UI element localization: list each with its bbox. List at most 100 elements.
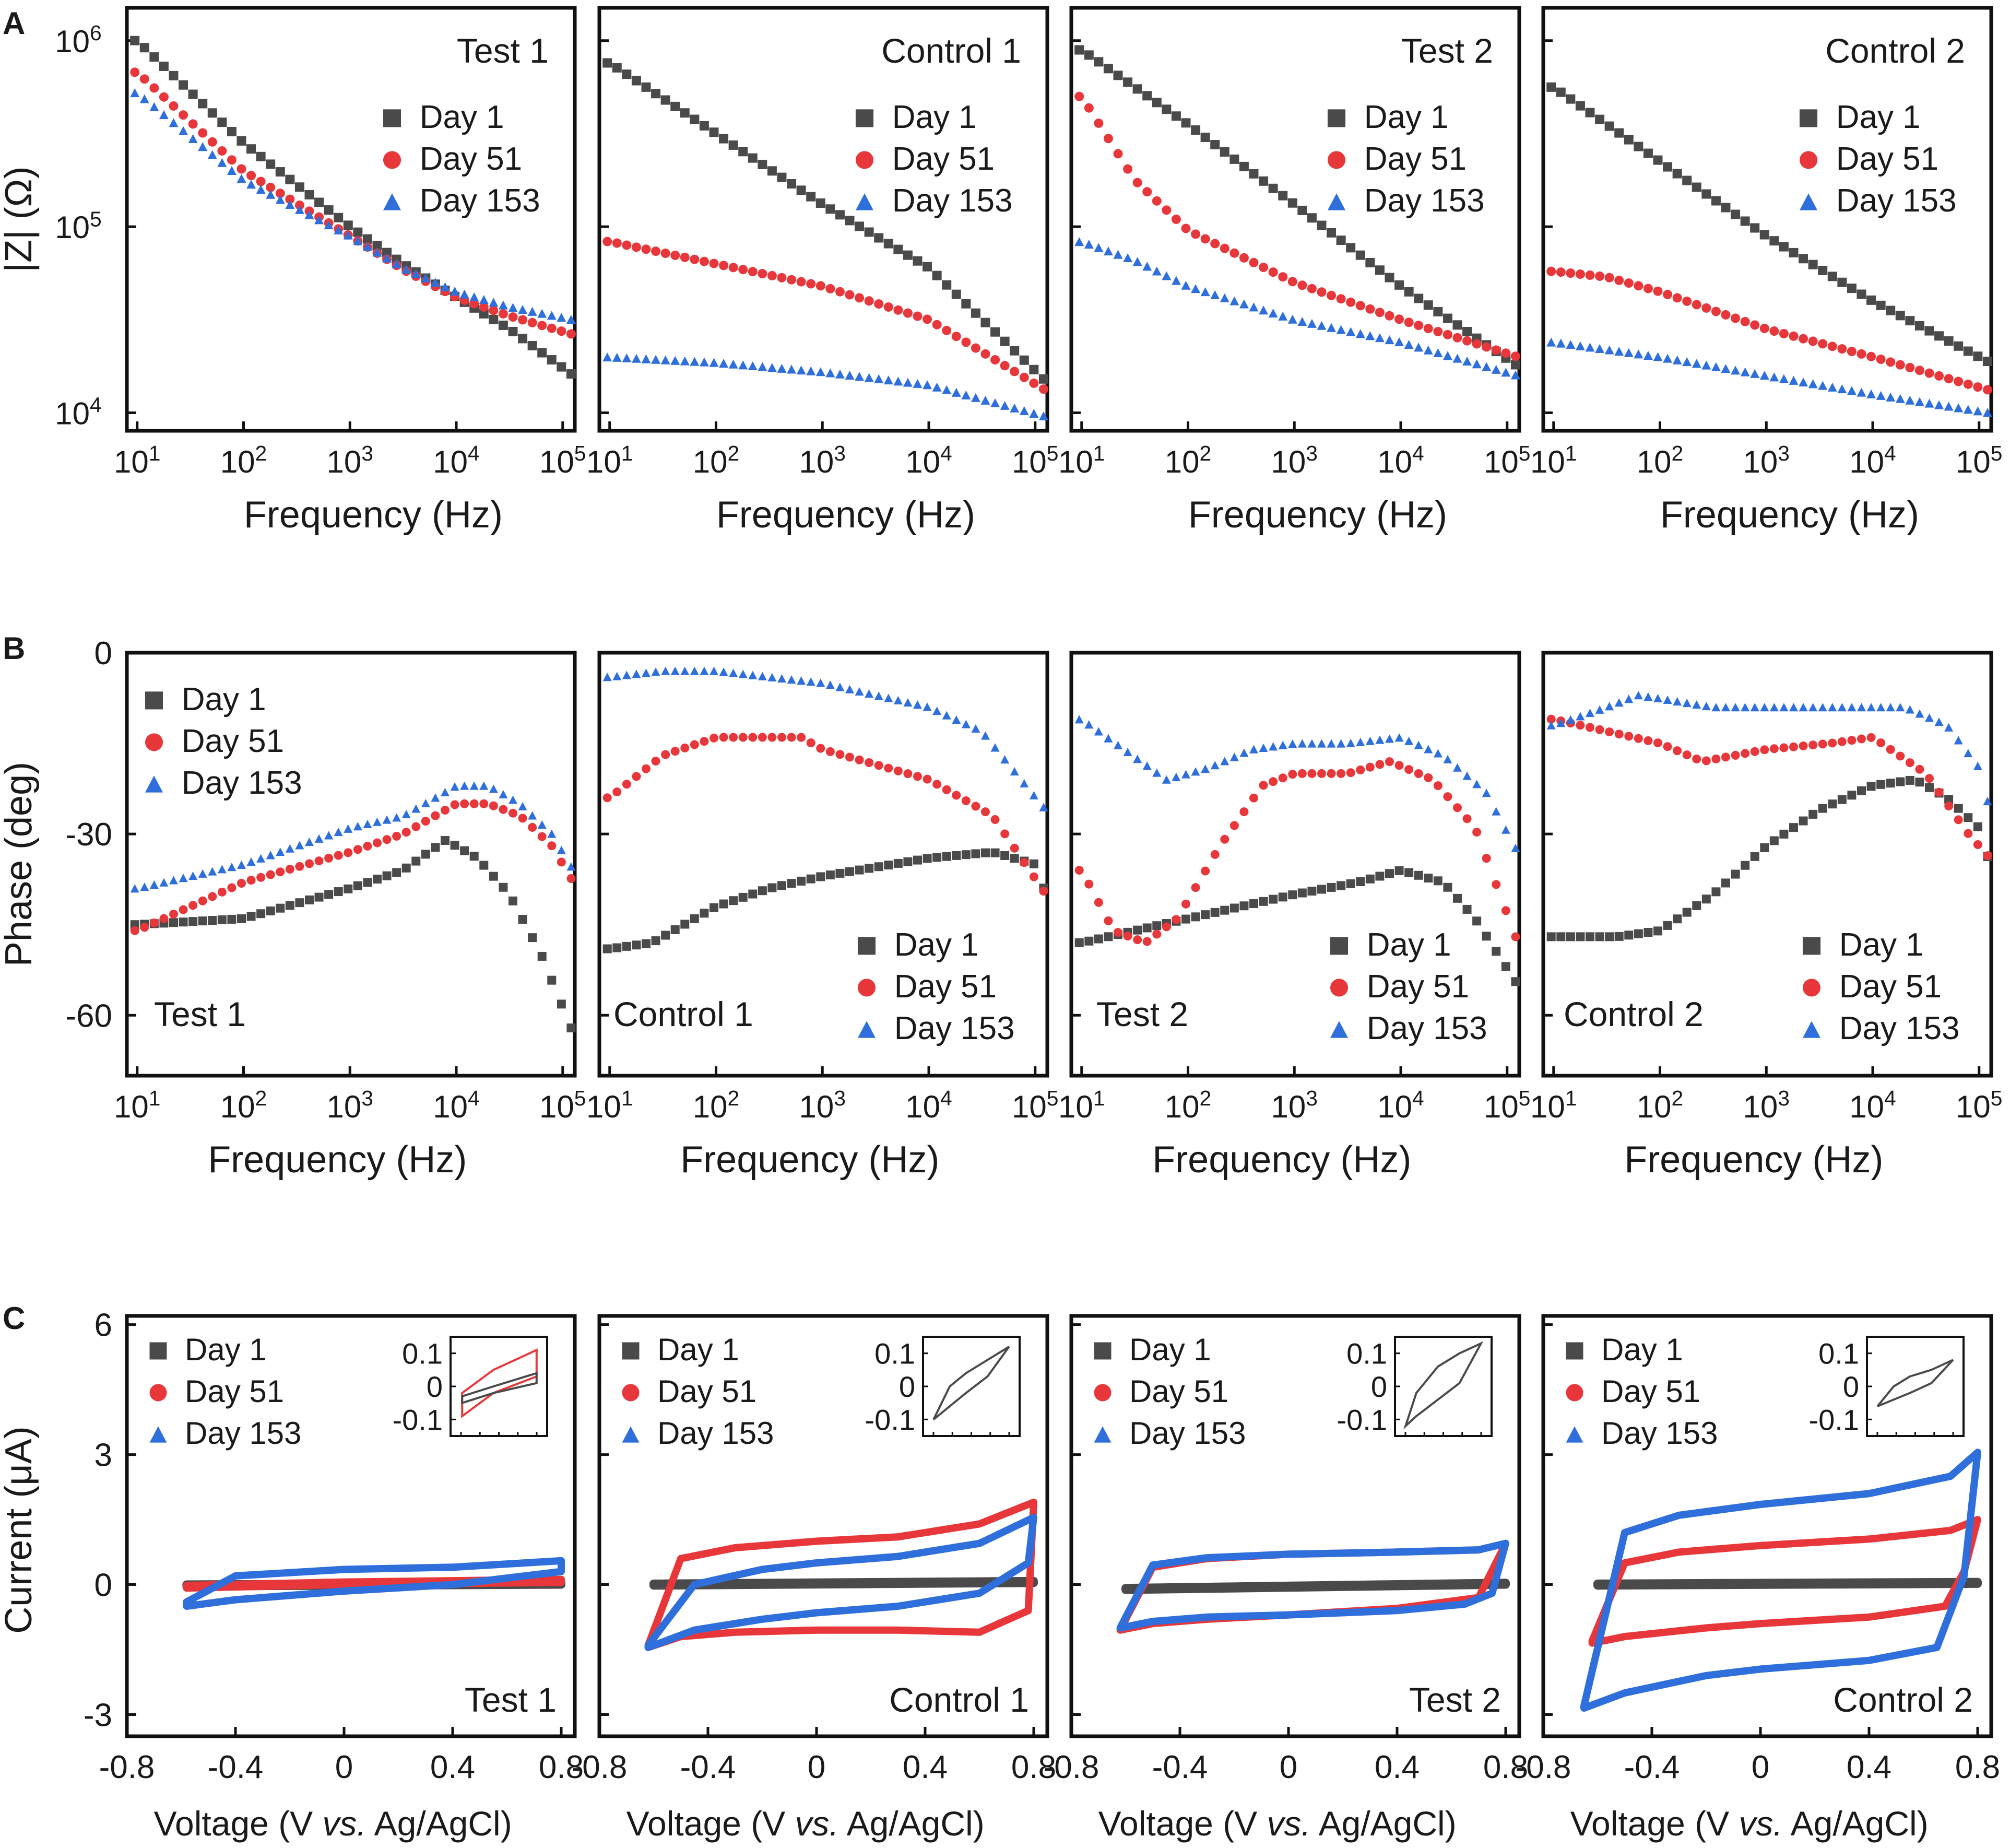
panel-a-point-day153	[1982, 408, 1992, 417]
panel-b-point-day1	[1239, 901, 1249, 911]
panel-b-point-day51	[1692, 755, 1701, 764]
panel-a-point-day1	[893, 244, 903, 254]
panel-a-point-day1	[1019, 355, 1029, 365]
panel-a-point-day153	[1731, 366, 1741, 375]
panel-b-point-day153	[855, 687, 864, 696]
panel-b-point-day51	[295, 862, 304, 871]
panel-b-point-day1	[632, 940, 641, 950]
panel-a-point-day51	[796, 277, 806, 287]
panel-b-point-day153	[990, 743, 1000, 752]
panel-c-inset-cv-day1	[1403, 1341, 1484, 1430]
panel-b-point-day51	[1492, 880, 1501, 889]
panel-b-point-day153	[1084, 720, 1094, 729]
panel-a-point-day153	[1789, 375, 1799, 385]
panel-a-xlabel: Frequency (Hz)	[1660, 494, 1919, 536]
panel-a-point-day1	[1692, 182, 1701, 192]
panel-b-point-day153	[1327, 739, 1336, 748]
panel-b-point-day153	[1220, 757, 1229, 766]
panel-a-point-day153	[767, 363, 777, 372]
panel-b-point-day153	[1634, 691, 1643, 700]
panel-b-point-day153	[1779, 703, 1789, 712]
panel-b-point-day51	[1595, 725, 1604, 734]
panel-c-legend-0-marker-day51	[149, 1384, 167, 1402]
panel-b-point-day51	[1337, 769, 1346, 778]
panel-c-inset-ytick-label: 0	[1843, 1370, 1859, 1403]
panel-b-point-day51	[1769, 744, 1779, 754]
panel-a-point-day1	[1895, 311, 1905, 321]
panel-b-legend-2-marker-day1	[1330, 937, 1349, 955]
panel-b-title-1: Control 1	[613, 995, 753, 1033]
panel-b-point-day1	[893, 858, 903, 868]
panel-b-point-day1	[295, 898, 304, 908]
panel-a-point-day1	[913, 256, 923, 266]
panel-b-point-day153	[1029, 791, 1038, 799]
panel-a-point-day1	[738, 147, 748, 157]
panel-a-point-day153	[670, 356, 680, 365]
panel-a-point-day1	[815, 198, 825, 208]
panel-a-point-day1	[903, 250, 913, 260]
panel-a-point-day51	[641, 244, 651, 254]
panel-a-point-day51	[1614, 275, 1624, 285]
panel-b-point-day51	[1924, 774, 1934, 783]
panel-b-point-day1	[1760, 843, 1769, 852]
panel-a-point-day51	[1546, 266, 1556, 276]
panel-b-legend-0-label-day1: Day 1	[182, 681, 266, 717]
panel-b-title-0: Test 1	[154, 995, 246, 1033]
panel-a-point-day153	[1200, 287, 1210, 297]
panel-a-xtick-label: 105	[1484, 441, 1530, 479]
panel-a-point-day153	[1084, 239, 1094, 249]
panel-b-point-day1	[1847, 791, 1857, 800]
panel-b-point-day51	[1239, 807, 1249, 817]
panel-b-point-day1	[1896, 777, 1905, 786]
panel-a-point-day1	[498, 320, 508, 330]
panel-b-point-day153	[961, 720, 971, 728]
panel-b-point-day51	[1760, 745, 1769, 755]
panel-b-point-day153	[825, 680, 835, 689]
panel-a-point-day1	[169, 70, 179, 80]
panel-b-point-day1	[1866, 782, 1876, 791]
panel-a-point-day153	[1682, 357, 1692, 367]
panel-b-point-day1	[1288, 890, 1297, 900]
panel-a-point-day51	[557, 326, 566, 336]
panel-b-point-day153	[1433, 749, 1443, 758]
panel-b-point-day1	[903, 857, 913, 866]
panel-c-legend-3-label-day153: Day 153	[1601, 1416, 1718, 1451]
panel-a-point-day153	[1074, 237, 1084, 246]
panel-a-point-day153	[1268, 308, 1278, 318]
panel-a-point-day1	[990, 327, 1000, 337]
panel-c-legend-0-marker-day153	[149, 1426, 167, 1443]
panel-b-point-day1	[816, 872, 825, 881]
panel-a-point-day51	[1769, 326, 1779, 336]
panel-b-point-day153	[1482, 788, 1491, 797]
panel-a-point-day153	[1501, 368, 1511, 377]
panel-c-legend-1-label-day153: Day 153	[657, 1416, 774, 1451]
panel-b-point-day1	[777, 881, 786, 890]
panel-c-inset-ytick-label: 0.1	[1818, 1337, 1859, 1370]
panel-a-point-day153	[1895, 394, 1905, 403]
panel-a-point-day1	[796, 185, 806, 195]
panel-c-frame-3	[1541, 1314, 1993, 1738]
panel-a-point-day51	[1924, 368, 1934, 378]
panel-c-xtick-label: -0.4	[208, 1749, 264, 1785]
panel-b-point-day153	[971, 724, 980, 733]
panel-b-legend-1-marker-day1	[857, 937, 876, 955]
panel-a-point-day51	[709, 258, 719, 268]
panel-b-xtick-label: 101	[1530, 1086, 1577, 1124]
panel-b-point-day51	[1983, 851, 1992, 861]
panel-b-point-day153	[382, 815, 392, 824]
panel-a-point-day51	[1963, 379, 1973, 389]
panel-a-point-day1	[1404, 287, 1414, 297]
panel-b-point-day51	[1779, 743, 1789, 752]
panel-b-point-day51	[1385, 757, 1394, 767]
panel-a-point-day153	[1634, 349, 1644, 359]
panel-a-point-day153	[1365, 331, 1375, 340]
panel-b-legend-1-label-day1: Day 1	[894, 927, 979, 963]
panel-a-point-day1	[612, 63, 622, 73]
panel-a-point-day51	[1123, 164, 1133, 174]
panel-b-point-day51	[440, 806, 450, 815]
panel-b-point-day51	[149, 918, 159, 927]
panel-a-point-day153	[612, 352, 622, 362]
panel-b-point-day1	[1094, 934, 1103, 944]
panel-a-point-day1	[680, 108, 690, 118]
panel-a-point-day153	[1857, 387, 1866, 397]
